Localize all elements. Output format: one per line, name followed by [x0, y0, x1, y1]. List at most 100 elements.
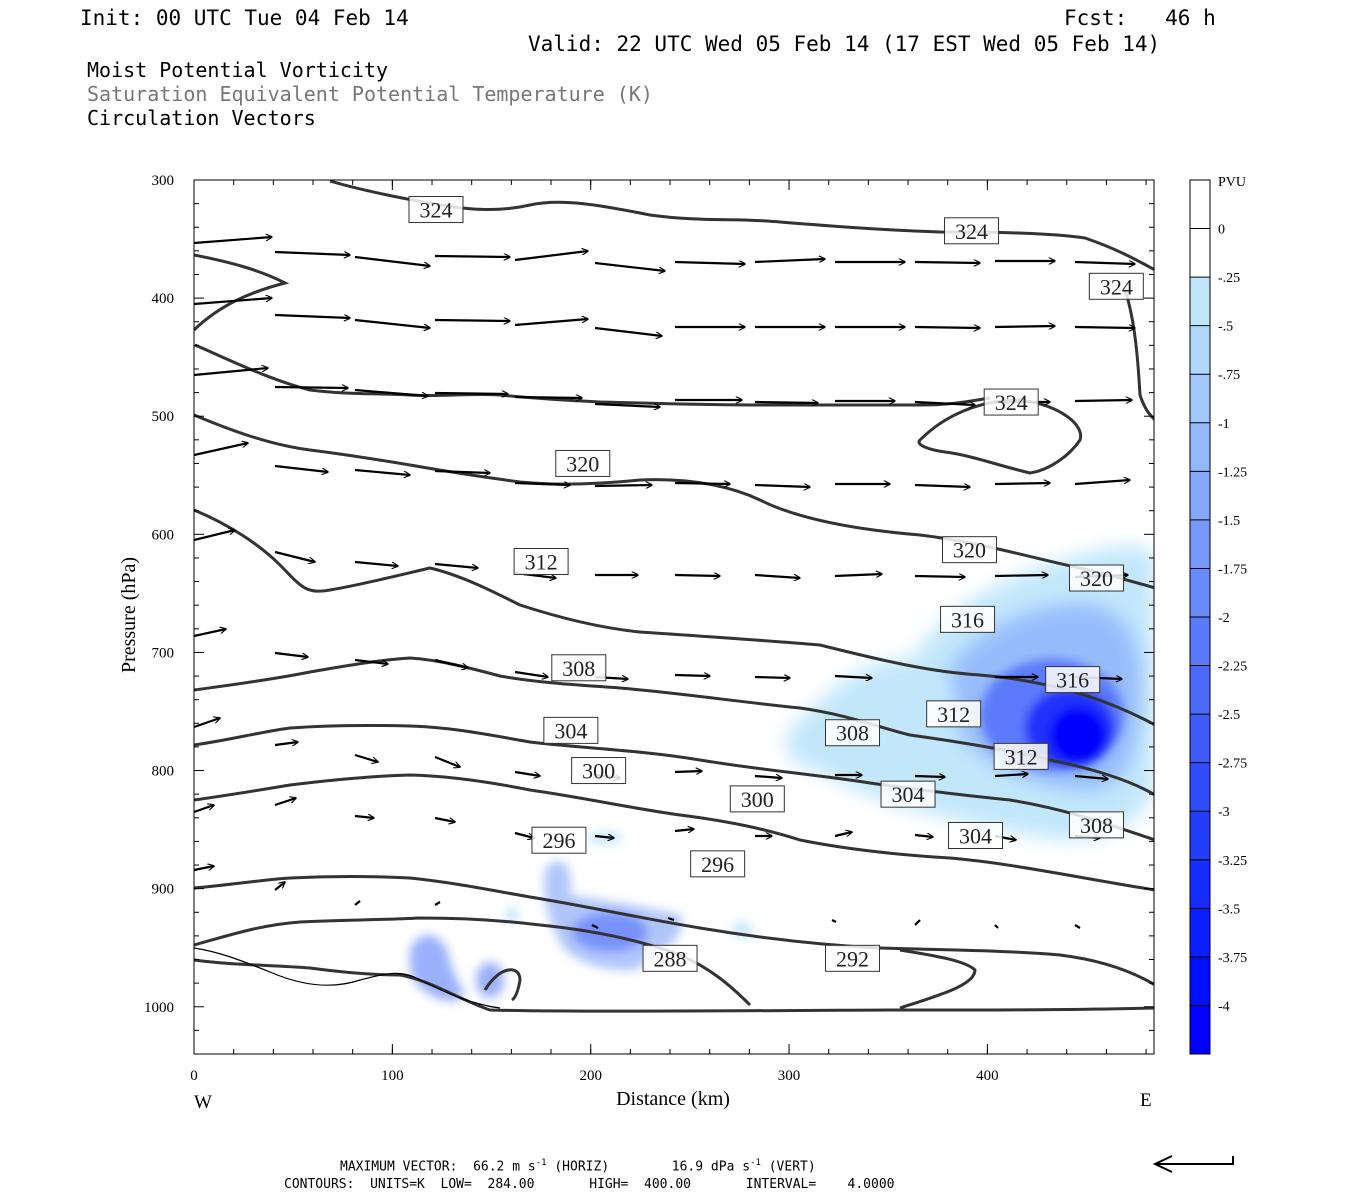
- reference-vector-icon: [1155, 1156, 1234, 1165]
- plot-frame: [193, 179, 1155, 1055]
- contour-label-text: 288: [654, 946, 687, 971]
- x-axis-label: Distance (km): [616, 1088, 730, 1110]
- contour-label-text: 304: [959, 824, 992, 849]
- contour-label: 296: [531, 826, 587, 854]
- y-tick-label: 300: [152, 173, 175, 189]
- contour-label-box: [993, 742, 1049, 770]
- y-axis-label: Pressure (hPa): [118, 557, 140, 673]
- contour-label: 324: [1088, 272, 1144, 300]
- contour-label: 324: [983, 388, 1039, 416]
- contour-label-box: [555, 449, 611, 477]
- contour-label-text: 320: [566, 451, 599, 476]
- colorbar-swatch: [1190, 374, 1210, 424]
- colorbar-swatch: [1190, 908, 1210, 958]
- contour-label-text: 320: [1080, 566, 1113, 591]
- colorbar-swatch: [1190, 811, 1210, 861]
- contour-label-text: 296: [701, 852, 734, 877]
- contour-label: 320: [555, 449, 611, 477]
- colorbar-label: 0: [1218, 223, 1225, 238]
- contour-label-text: 324: [995, 390, 1028, 415]
- contour-label-box: [940, 605, 996, 633]
- contour-label: 304: [947, 822, 1003, 849]
- contour-label: 300: [729, 785, 785, 813]
- colorbar-label: -3.5: [1218, 902, 1240, 917]
- colorbar-swatch: [1190, 277, 1210, 327]
- contour-label-text: 324: [1100, 274, 1133, 299]
- contour-label: 312: [993, 742, 1049, 770]
- x-tick-label: 200: [579, 1068, 602, 1084]
- footer-max-vector: MAXIMUM VECTOR: 66.2 m s-1 (HORIZ) 16.9 …: [340, 1158, 816, 1175]
- contour-label-box: [947, 822, 1003, 849]
- contour-label-text: 304: [554, 718, 587, 743]
- contour-label: 312: [513, 547, 569, 575]
- contour-label: 304: [880, 780, 936, 808]
- contour-label-box: [1068, 564, 1124, 592]
- y-tick-label: 500: [152, 409, 175, 425]
- title-mpv: Moist Potential Vorticity: [87, 58, 389, 82]
- contour-label-text: 324: [955, 219, 988, 244]
- x-tick-label: 400: [976, 1068, 999, 1084]
- y-tick-label: 700: [152, 645, 175, 661]
- contour-label-box: [408, 196, 464, 224]
- y-tick-label: 800: [152, 764, 175, 780]
- colorbar-label: -3: [1218, 805, 1230, 820]
- x-end-label-right: E: [1140, 1090, 1152, 1111]
- colorbar-swatch: [1190, 762, 1210, 812]
- colorbar-label: -2.75: [1218, 757, 1247, 772]
- contour-label-text: 300: [582, 759, 615, 784]
- pvu-colorbar: 0 -.25 -.5 -.75 -1 -1.25 -1.5 -1.75 -2 -2.25 -2.5 -…: [1189, 179, 1247, 1055]
- contour-label-box: [944, 217, 1000, 245]
- colorbar-swatch: [1190, 714, 1210, 764]
- x-tick-labels: 0 100 200 300 400: [190, 1068, 998, 1084]
- contour-label-box: [926, 700, 982, 728]
- colorbar-label: -1.25: [1218, 465, 1247, 480]
- contour-label: 320: [1068, 564, 1124, 592]
- axis-ticks: [193, 179, 1154, 1055]
- contour-label-text: 324: [419, 198, 452, 223]
- contour-label: 312: [926, 700, 982, 728]
- x-tick-label: 100: [381, 1068, 404, 1084]
- contour-label-box: [880, 780, 936, 808]
- contour-label-text: 312: [1005, 744, 1038, 769]
- contour-label: 308: [825, 719, 881, 747]
- contour-label: 308: [551, 654, 607, 682]
- colorbar-swatch: [1190, 180, 1210, 230]
- y-tick-labels: 300 400 500 600 700 800 900 1000: [144, 173, 174, 1016]
- contour-label: 316: [1045, 666, 1101, 694]
- contour-label-text: 308: [562, 656, 595, 681]
- x-tick-label: 0: [190, 1068, 198, 1084]
- contour-labels: 324 324 324 324 320 320 320 316 316 312 312 312 308 3…: [408, 196, 1144, 972]
- contour-label-box: [571, 757, 627, 785]
- contour-label-text: 316: [951, 607, 984, 632]
- x-tick-label: 300: [778, 1068, 801, 1084]
- colorbar-swatch: [1190, 956, 1210, 1006]
- colorbar-label: -.25: [1218, 271, 1240, 286]
- title-vectors: Circulation Vectors: [87, 106, 316, 130]
- colorbar-swatch: [1190, 519, 1210, 569]
- contour-label: 324: [944, 217, 1000, 245]
- colorbar-label: -1: [1218, 417, 1230, 432]
- contour-label: 292: [825, 944, 881, 972]
- contour-label-text: 296: [542, 828, 575, 853]
- colorbar-label: -1.5: [1218, 514, 1240, 529]
- valid-time: Valid: 22 UTC Wed 05 Feb 14 (17 EST Wed …: [528, 32, 1161, 56]
- y-tick-label: 600: [152, 527, 175, 543]
- contour-label-box: [1045, 666, 1101, 694]
- contour-label: 320: [942, 536, 998, 564]
- colorbar-swatch: [1190, 665, 1210, 715]
- colorbar-label: -2.25: [1218, 660, 1247, 675]
- contour-label-box: [531, 826, 587, 854]
- footer-contours: CONTOURS: UNITS=K LOW= 284.00 HIGH= 400.…: [284, 1177, 895, 1192]
- contour-label: 324: [408, 196, 464, 224]
- forecast-hour: Fcst: 46 h: [1064, 6, 1216, 30]
- contour-label-box: [513, 547, 569, 575]
- terrain-line: [194, 947, 501, 1009]
- colorbar-label: -1.75: [1218, 562, 1247, 577]
- contour-label: 288: [642, 944, 698, 972]
- contour-label-text: 312: [937, 702, 970, 727]
- contour-label-text: 320: [953, 538, 986, 563]
- y-tick-label: 400: [152, 291, 175, 307]
- title-theta-es: Saturation Equivalent Potential Temperat…: [87, 82, 653, 106]
- colorbar-label: -2.5: [1218, 708, 1240, 723]
